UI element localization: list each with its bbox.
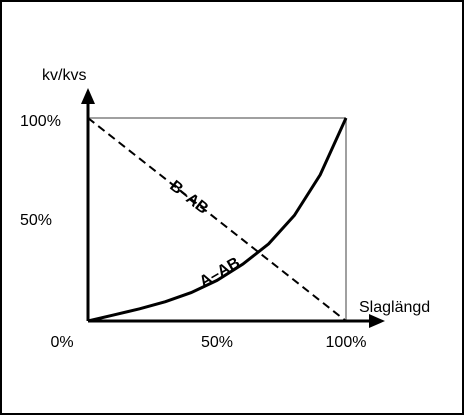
x-tick-label: 100%	[326, 334, 367, 351]
x-axis-label: Slaglängd	[359, 299, 430, 316]
x-tick-label: 50%	[201, 334, 233, 351]
series-label-a-ab: A–AB	[197, 254, 243, 291]
series-label-b-ab: B–AB	[166, 177, 211, 217]
y-tick-label: 50%	[20, 212, 52, 229]
series-line-b-ab	[87, 117, 347, 322]
series-line-a-ab	[87, 117, 348, 323]
x-tick-label: 0%	[50, 334, 73, 351]
y-axis-label: kv/kvs	[42, 67, 86, 84]
y-axis-arrowhead	[81, 88, 95, 104]
y-tick-label: 100%	[20, 113, 61, 130]
x-axis-arrowhead	[369, 314, 385, 328]
